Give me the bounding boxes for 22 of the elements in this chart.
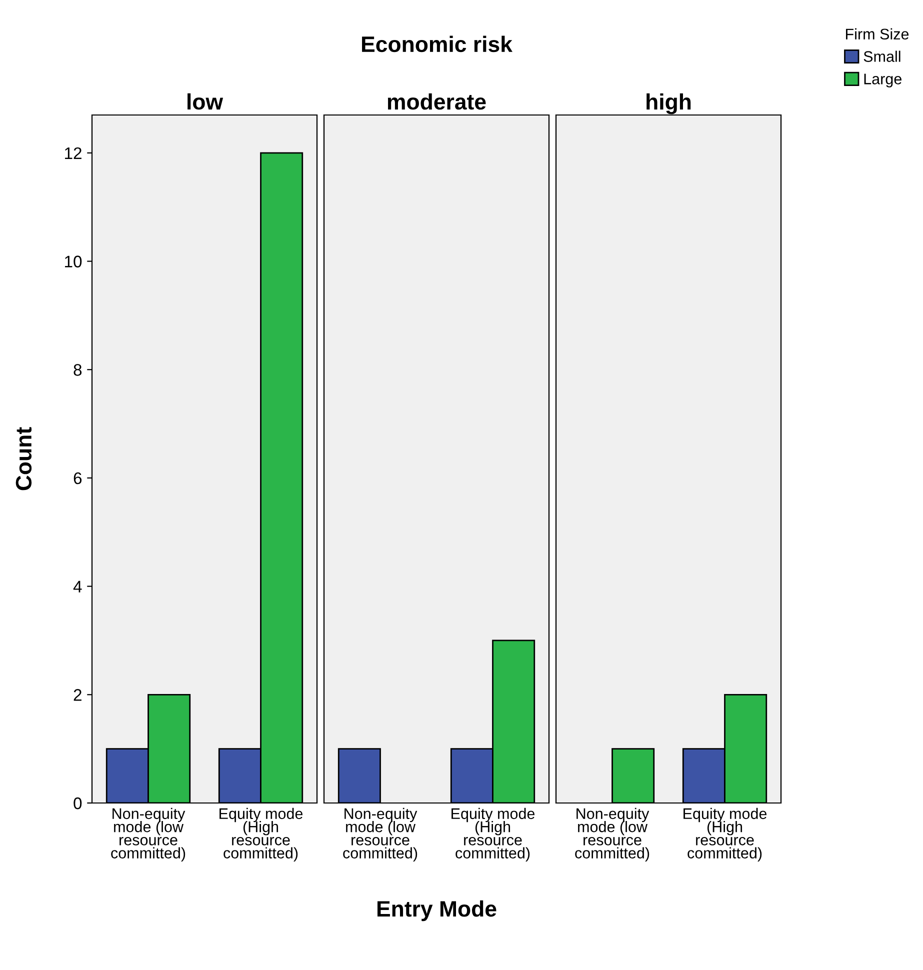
y-tick-label: 6 [74, 472, 82, 484]
x-tick-label: Equity mode (High resource committed) [452, 808, 535, 862]
chart-title: moderate [388, 93, 486, 110]
x-tick-label: Equity mode (High resource committed) [684, 808, 767, 862]
x-axis-title: Entry Mode [377, 900, 496, 922]
y-tick-label: 2 [74, 689, 82, 701]
y-tick-label: 4 [73, 580, 82, 592]
x-tick-label: Non-equity mode (low resource committed) [111, 808, 186, 862]
y-tick-label: 10 [65, 256, 82, 268]
y-tick-label: 12 [65, 147, 82, 159]
x-tick-label: Non-equity mode (low resource committed) [343, 808, 418, 862]
y-axis-title: Count [16, 427, 32, 490]
y-tick-label: 8 [74, 364, 82, 376]
x-tick-label: Non-equity mode (low resource committed) [575, 808, 650, 862]
x-tick-label: Equity mode (High resource committed) [220, 808, 303, 862]
chart-title: low [188, 93, 224, 110]
y-tick-label: 0 [74, 797, 82, 810]
chart-title: high [646, 93, 691, 114]
legend-label: Small [864, 50, 900, 62]
legend-label: Large [864, 74, 902, 88]
text: Economic risk [362, 36, 512, 52]
legend-title: Firm Size [846, 28, 909, 40]
